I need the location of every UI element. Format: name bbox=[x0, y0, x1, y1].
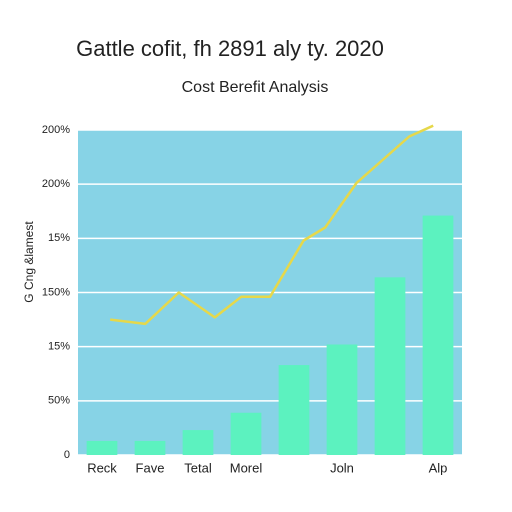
y-tick-label: 150% bbox=[42, 286, 70, 298]
x-tick-label: Morel bbox=[230, 460, 263, 475]
y-tick-label: 200% bbox=[42, 124, 70, 136]
bar bbox=[326, 344, 358, 455]
y-tick-label: 15% bbox=[48, 341, 70, 353]
chart-subtitle: Cost Berefit Analysis bbox=[182, 79, 329, 96]
y-tick-label: 0 bbox=[64, 449, 70, 461]
bar bbox=[134, 440, 166, 455]
y-axis-label: G Cng &lamest bbox=[22, 221, 36, 303]
y-tick-label: 200% bbox=[42, 178, 70, 190]
line bbox=[110, 124, 434, 326]
y-tick-label: 15% bbox=[48, 232, 70, 244]
y-tick-label: 50% bbox=[48, 395, 70, 407]
x-tick-label: Joln bbox=[330, 460, 354, 475]
bar bbox=[230, 412, 262, 455]
x-tick-label: Reck bbox=[87, 460, 117, 475]
x-tick-label: Fave bbox=[136, 460, 165, 475]
x-tick-label: Alp bbox=[429, 460, 448, 475]
bar bbox=[278, 365, 310, 455]
bar bbox=[374, 277, 406, 455]
bar bbox=[86, 440, 118, 455]
bar bbox=[422, 215, 454, 455]
x-tick-label: Tetal bbox=[184, 460, 212, 475]
bar bbox=[182, 430, 214, 455]
chart-title: Gattle cofit, fh 2891 aly ty. 2020 bbox=[76, 36, 384, 61]
